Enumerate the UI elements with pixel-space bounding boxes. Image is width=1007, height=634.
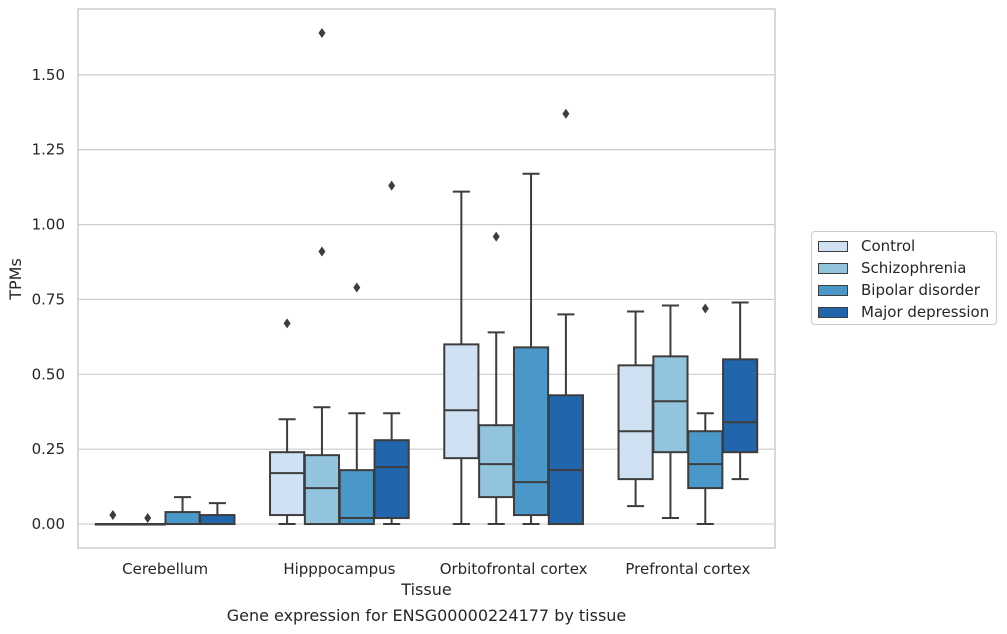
outlier-point [701, 303, 709, 314]
outlier-point [318, 27, 326, 38]
legend-item-major-depression: Major depression [818, 302, 989, 322]
box [722, 358, 759, 454]
box-plots [94, 27, 759, 526]
legend-swatch-schizophrenia [818, 262, 848, 274]
x-axis-label: Tissue [400, 580, 451, 599]
y-tick-label: 1.50 [32, 66, 65, 84]
box-plot [687, 303, 724, 526]
box-plot [164, 496, 201, 526]
outlier-point [492, 231, 500, 242]
box-plot [547, 108, 584, 526]
box [687, 430, 724, 490]
box [338, 469, 375, 526]
outlier-point [562, 108, 570, 119]
x-tick-label: Hipppocampus [283, 560, 395, 578]
box-plot [478, 231, 515, 526]
outlier-point [109, 510, 117, 521]
legend-item-schizophrenia: Schizophrenia [818, 258, 966, 278]
box [199, 514, 236, 526]
box [443, 343, 480, 460]
plot-frame [77, 8, 776, 549]
box-plot [199, 502, 236, 526]
box-plot [652, 304, 689, 520]
box [303, 454, 341, 526]
box [617, 364, 654, 481]
legend-label-control: Control [861, 237, 916, 255]
y-tick-label: 0.75 [32, 290, 65, 308]
box [652, 355, 689, 454]
chart-caption: Gene expression for ENSG00000224177 by t… [226, 606, 627, 625]
y-tick-label: 0.00 [32, 515, 65, 533]
box-plot [443, 190, 480, 526]
box [373, 439, 410, 520]
legend-item-control: Control [818, 236, 915, 256]
outlier-point [283, 318, 291, 329]
x-tick-label: Orbitofrontal cortex [440, 560, 588, 578]
outlier-point [318, 246, 326, 257]
y-axis-label: TPMs [6, 258, 25, 301]
legend-label-schizophrenia: Schizophrenia [861, 259, 967, 277]
box [164, 511, 201, 526]
outlier-point [144, 513, 152, 524]
legend-label-major-depression: Major depression [861, 303, 990, 321]
legend-swatch-control [818, 240, 848, 252]
box-plot [617, 310, 654, 508]
legend-label-bipolar-disorder: Bipolar disorder [861, 281, 980, 299]
box [269, 451, 306, 517]
x-tick-label: Prefrontal cortex [625, 560, 750, 578]
legend-item-bipolar-disorder: Bipolar disorder [818, 280, 980, 300]
y-tick-label: 1.00 [32, 216, 65, 234]
box-plot [303, 27, 341, 526]
box [512, 346, 550, 517]
legend: Control Schizophrenia Bipolar disorder M… [811, 231, 997, 325]
outlier-point [388, 180, 396, 191]
y-tick-label: 0.50 [32, 365, 65, 383]
box-plot [373, 180, 410, 526]
box-plot [269, 318, 306, 526]
y-tick-label: 0.25 [32, 440, 65, 458]
legend-swatch-bipolar-disorder [818, 284, 848, 296]
legend-swatch-major-depression [818, 306, 848, 318]
outlier-point [353, 282, 361, 293]
box [547, 394, 584, 526]
plot-background [78, 9, 775, 548]
x-tick-label: Cerebellum [122, 560, 208, 578]
y-tick-label: 1.25 [32, 141, 65, 159]
y-axis-ticks: 0.00 0.25 0.50 0.75 1.00 1.25 1.50 [32, 66, 65, 533]
box-plot [722, 301, 759, 481]
box [478, 424, 515, 499]
x-axis-ticks: Cerebellum Hipppocampus Orbitofrontal cort… [122, 560, 750, 578]
